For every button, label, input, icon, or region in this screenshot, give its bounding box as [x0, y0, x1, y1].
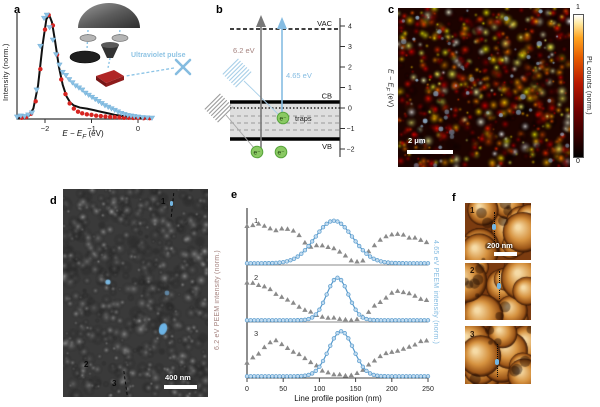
panel-e-line-profiles: 1 2 3 0 50 100 150 200 250 — [244, 208, 434, 393]
afm-profile-2-highlight — [497, 283, 501, 289]
pl-colorbar — [573, 14, 584, 158]
axis-tick: 3 — [348, 44, 352, 51]
svg-text:100: 100 — [314, 386, 326, 393]
colorbar-label: PL counts (norm.) — [585, 55, 592, 115]
afm-profile-3-highlight — [495, 359, 499, 365]
uv-pulse-label: Ultraviolet pulse — [131, 52, 186, 59]
electron-icon: e⁻ — [274, 145, 288, 159]
panel-a-ylabel: Intensity (norm.) — [1, 43, 10, 101]
axis-tick: −1 — [347, 126, 355, 133]
electron-icon: e⁻ — [250, 145, 264, 159]
panel-a-label: a — [14, 4, 21, 16]
afm-image-2 — [465, 263, 531, 320]
colorbar-max: 1 — [576, 4, 580, 11]
lens-icon — [79, 34, 97, 42]
svg-text:e⁻: e⁻ — [279, 115, 287, 122]
panel-b-axis-label: E − EF (eV) — [384, 68, 394, 108]
panel-e-ylabel-left: 6.2 eV PEEM intensity (norm.) — [214, 250, 221, 351]
axis-tick: −2 — [347, 147, 355, 154]
svg-text:0: 0 — [245, 386, 249, 393]
vb-label: VB — [322, 142, 332, 151]
afm-profile-1-highlight — [492, 224, 496, 230]
svg-text:3: 3 — [254, 329, 258, 338]
4-65ev-label: 4.65 eV — [286, 71, 312, 80]
svg-text:250: 250 — [422, 386, 434, 393]
deep-uv-beam-hatch-icon — [204, 93, 234, 123]
panel-d-scalebar — [164, 385, 197, 389]
profile-1-highlight — [170, 201, 173, 206]
peem-image — [63, 189, 208, 397]
cb-label: CB — [322, 92, 332, 101]
panel-e-label: e — [231, 189, 238, 201]
panel-a-xlabel: E − EF (eV) — [62, 129, 104, 141]
vac-label: VAC — [317, 19, 332, 28]
svg-text:50: 50 — [279, 386, 287, 393]
panel-f-scalebar — [494, 252, 517, 256]
svg-text:e⁻: e⁻ — [277, 149, 285, 156]
svg-text:2: 2 — [254, 273, 258, 282]
panel-d-label: d — [50, 195, 57, 207]
panel-e-ylabel-right: 4.65 eV PEEM intensity (norm.) — [432, 240, 439, 345]
profile-marker-2: 2 — [84, 360, 89, 369]
afm-label-1: 1 — [470, 206, 475, 215]
panel-d-scalebar-label: 400 nm — [165, 373, 191, 382]
svg-text:e⁻: e⁻ — [253, 149, 261, 156]
axis-tick: 1 — [348, 85, 352, 92]
afm-image-1 — [465, 203, 531, 260]
panel-f-label: f — [452, 192, 456, 204]
trapped-electron-icon: e⁻ — [276, 111, 290, 125]
panel-c-scalebar-label: 2 μm — [408, 136, 426, 145]
panel-a-axes: −2 −1 0 — [13, 12, 156, 133]
axis-tick: 0 — [348, 106, 352, 113]
peem-setup-inset — [69, 3, 192, 87]
svg-text:0: 0 — [136, 124, 140, 133]
svg-text:200: 200 — [386, 386, 398, 393]
svg-text:1: 1 — [254, 216, 258, 225]
pl-map-image — [398, 8, 570, 167]
svg-text:150: 150 — [350, 386, 362, 393]
uv-pulse-icon — [174, 58, 192, 76]
lens-icon — [111, 34, 129, 42]
panel-e-xlabel: Line profile position (nm) — [294, 394, 382, 403]
objective-cone-icon — [101, 45, 119, 58]
sample-slab-icon — [96, 70, 124, 83]
profile-marker-1: 1 — [161, 197, 166, 206]
panel-c-label: c — [388, 4, 395, 16]
panel-c-scalebar — [407, 150, 453, 154]
panel-b-energy-diagram: 4 3 2 1 0 −1 −2 VAC CB VB — [204, 15, 355, 159]
afm-label-2: 2 — [470, 266, 475, 275]
colorbar-min: 0 — [576, 158, 580, 165]
panel-a-spectrum-plot: −2 −1 0 — [13, 3, 192, 133]
svg-text:−1: −1 — [87, 124, 96, 133]
panel-b-label: b — [216, 4, 223, 16]
panel-f-scalebar-label: 200 nm — [487, 241, 513, 250]
svg-text:−2: −2 — [41, 124, 50, 133]
axis-tick: 2 — [348, 65, 352, 72]
profile-marker-3: 3 — [112, 379, 117, 388]
axis-tick: 4 — [348, 24, 352, 31]
analyzer-dome-icon — [78, 3, 140, 28]
afm-label-3: 3 — [470, 330, 475, 339]
detector-disc-icon — [69, 50, 101, 64]
traps-label: traps — [295, 114, 312, 123]
uv-beam-hatch-icon — [222, 58, 252, 88]
6-2ev-label: 6.2 eV — [233, 46, 255, 55]
afm-image-3 — [465, 326, 531, 384]
